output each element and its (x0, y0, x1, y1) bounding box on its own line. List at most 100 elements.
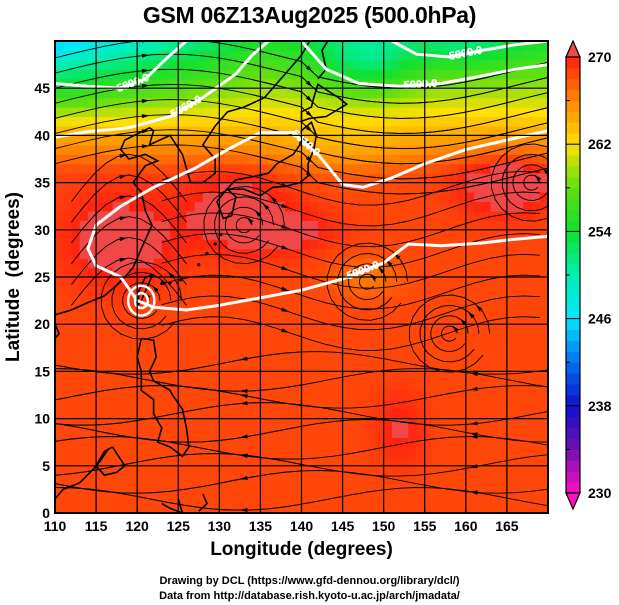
temperature-cell (120, 182, 130, 193)
temperature-cell (260, 88, 270, 99)
temperature-cell (441, 446, 450, 457)
temperature-cell (145, 409, 155, 420)
temperature-cell (408, 484, 418, 495)
temperature-cell (515, 135, 524, 146)
temperature-cell (383, 107, 393, 118)
temperature-cell (219, 475, 229, 486)
temperature-cell (71, 456, 81, 467)
temperature-cell (334, 371, 344, 382)
temperature-cell (211, 428, 220, 439)
temperature-cell (400, 295, 409, 306)
temperature-cell (178, 125, 188, 136)
temperature-cell (441, 456, 450, 467)
temperature-cell (367, 437, 377, 448)
temperature-cell (112, 59, 122, 70)
temperature-cell (375, 390, 385, 401)
temperature-cell (276, 399, 286, 410)
temperature-cell (317, 239, 327, 250)
temperature-cell (309, 69, 319, 80)
temperature-cell (408, 125, 418, 136)
temperature-cell (153, 88, 163, 99)
temperature-cell (367, 144, 377, 155)
temperature-cell (523, 258, 533, 269)
temperature-cell (432, 446, 442, 457)
temperature-cell (243, 343, 253, 354)
temperature-cell (474, 78, 483, 89)
temperature-cell (153, 428, 163, 439)
temperature-cell (178, 456, 188, 467)
streamline-arrow (305, 125, 313, 133)
temperature-cell (79, 248, 89, 259)
temperature-cell (309, 324, 319, 335)
temperature-cell (161, 210, 171, 221)
temperature-cell (145, 78, 155, 89)
temperature-cell (515, 144, 524, 155)
temperature-cell (539, 390, 548, 401)
temperature-cell (383, 380, 393, 391)
temperature-cell (145, 173, 155, 184)
temperature-cell (400, 286, 409, 297)
temperature-cell (531, 314, 541, 325)
temperature-cell (293, 78, 303, 89)
temperature-cell (268, 361, 278, 372)
temperature-cell (186, 220, 196, 231)
temperature-cell (153, 484, 163, 495)
chart-title: GSM 06Z13Aug2025 (500.0hPa) (142, 2, 477, 28)
temperature-cell (317, 352, 327, 363)
temperature-cell (252, 418, 262, 429)
temperature-cell (285, 437, 294, 448)
temperature-cell (539, 361, 548, 372)
temperature-cell (120, 314, 130, 325)
colorbar-segment (566, 438, 580, 450)
temperature-cell (219, 418, 229, 429)
temperature-cell (375, 456, 385, 467)
temperature-cell (145, 418, 155, 429)
temperature-cell (317, 258, 327, 269)
temperature-cell (441, 399, 450, 410)
temperature-cell (334, 277, 344, 288)
temperature-cell (128, 446, 138, 457)
temperature-cell (79, 182, 89, 193)
x-tick-label: 135 (249, 518, 273, 534)
temperature-cell (293, 428, 303, 439)
temperature-cell (87, 314, 97, 325)
temperature-cell (293, 69, 303, 80)
temperature-cell (416, 107, 426, 118)
temperature-cell (342, 258, 352, 269)
temperature-cell (400, 125, 409, 136)
colorbar-segment (566, 264, 580, 276)
streamline-arrow (240, 356, 248, 361)
temperature-cell (465, 116, 475, 127)
temperature-cell (285, 418, 294, 429)
temperature-cell (235, 409, 245, 420)
temperature-cell (424, 125, 434, 136)
temperature-cell (424, 418, 434, 429)
temperature-cell (120, 163, 130, 174)
temperature-cell (465, 324, 475, 335)
temperature-cell (383, 475, 393, 486)
temperature-cell (498, 390, 508, 401)
temperature-cell (211, 409, 220, 420)
temperature-cell (128, 437, 138, 448)
temperature-cell (539, 475, 548, 486)
temperature-cell (383, 182, 393, 193)
temperature-cell (293, 418, 303, 429)
temperature-cell (449, 163, 459, 174)
temperature-cell (367, 258, 377, 269)
temperature-cell (137, 78, 146, 89)
temperature-cell (309, 286, 319, 297)
temperature-cell (449, 314, 459, 325)
temperature-cell (243, 50, 253, 61)
temperature-cell (515, 97, 524, 108)
temperature-cell (432, 258, 442, 269)
temperature-cell (539, 428, 548, 439)
temperature-cell (55, 267, 64, 278)
temperature-cell (202, 201, 212, 212)
temperature-cell (441, 503, 450, 513)
temperature-cell (96, 201, 105, 212)
temperature-cell (120, 343, 130, 354)
temperature-cell (432, 484, 442, 495)
colorbar-segment (566, 67, 580, 80)
temperature-cell (79, 380, 89, 391)
temperature-cell (243, 380, 253, 391)
